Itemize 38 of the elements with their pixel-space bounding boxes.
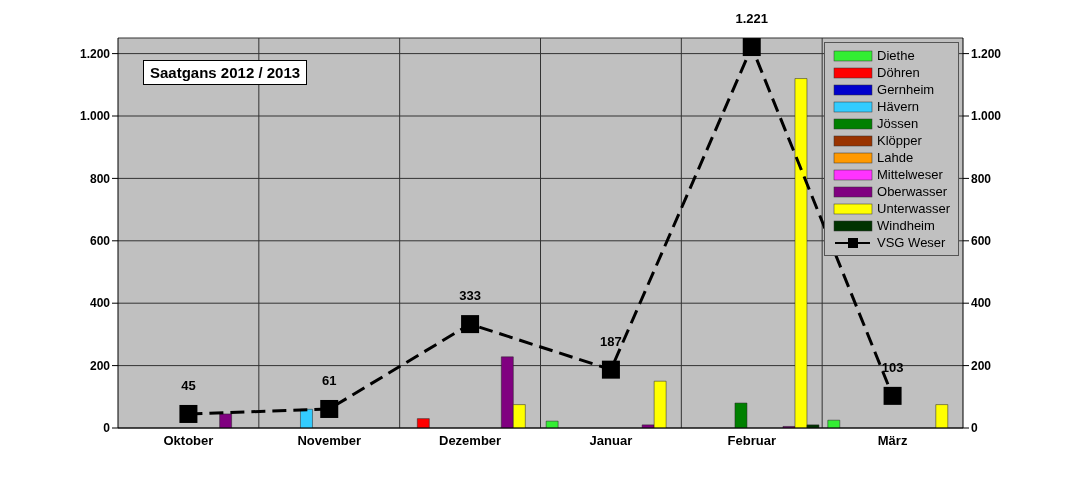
- x-tick-label: März: [877, 433, 908, 449]
- y2-tick-label: 400: [971, 296, 992, 311]
- data-label: 333: [459, 288, 481, 304]
- legend-label: Jössen: [877, 116, 919, 131]
- y2-tick-label: 1.000: [971, 109, 1002, 124]
- x-tick-label: Januar: [589, 433, 633, 449]
- legend-label: VSG Weser: [877, 235, 946, 250]
- legend-label: Diethe: [877, 48, 915, 63]
- legend-label: Unterwasser: [877, 201, 950, 216]
- x-tick-label: Dezember: [439, 433, 502, 449]
- data-label: 61: [322, 372, 337, 388]
- data-label: 45: [181, 377, 196, 393]
- legend-label: Gernheim: [877, 82, 935, 97]
- y-tick-label: 1.200: [79, 46, 111, 61]
- y2-tick-label: 800: [971, 171, 992, 186]
- y-tick-label: 600: [89, 234, 111, 249]
- y-tick-label: 0: [103, 421, 111, 436]
- y-tick-label: 400: [89, 296, 111, 311]
- data-label: 1.221: [735, 11, 769, 27]
- legend-label: Klöpper: [877, 133, 922, 148]
- y2-tick-label: 600: [971, 234, 992, 249]
- y-tick-label: 800: [89, 171, 111, 186]
- legend-label: Oberwasser: [877, 184, 948, 199]
- legend-label: Windheim: [877, 218, 935, 233]
- legend-label: Lahde: [877, 150, 914, 165]
- x-tick-label: Oktober: [163, 433, 214, 449]
- y2-tick-label: 1.200: [971, 46, 1002, 61]
- y2-tick-label: 0: [971, 421, 978, 436]
- x-tick-label: Februar: [727, 433, 776, 449]
- y-tick-label: 200: [89, 358, 111, 373]
- x-tick-label: November: [297, 433, 362, 449]
- y2-tick-label: 200: [971, 358, 992, 373]
- data-label: 187: [600, 333, 622, 349]
- legend-label: Mittelweser: [877, 167, 943, 182]
- y-tick-label: 1.000: [79, 109, 111, 124]
- legend-label: Döhren: [877, 65, 920, 80]
- text: Saatgans 2012 / 2013: [143, 60, 308, 85]
- legend-label: Hävern: [877, 99, 919, 114]
